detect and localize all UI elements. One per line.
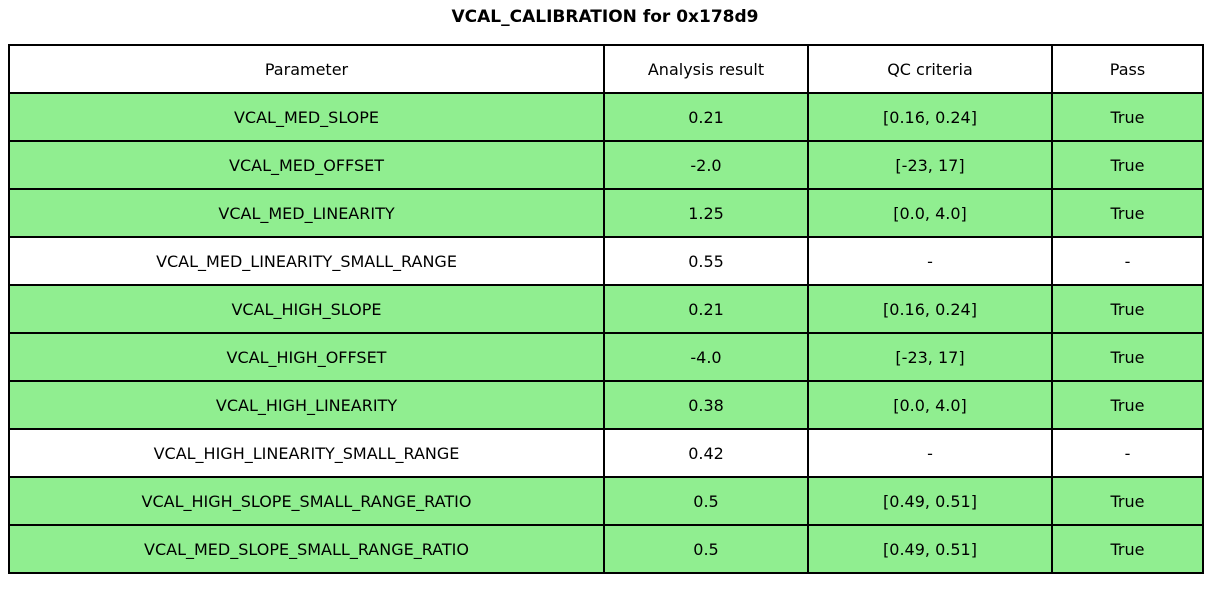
cell-parameter: VCAL_MED_OFFSET	[8, 140, 605, 190]
cell-pass: True	[1051, 332, 1204, 382]
cell-pass: True	[1051, 188, 1204, 238]
cell-qc-criteria: [0.49, 0.51]	[807, 524, 1053, 574]
table-row: VCAL_MED_SLOPE_SMALL_RANGE_RATIO 0.5 [0.49…	[8, 524, 1204, 574]
cell-qc-criteria: [-23, 17]	[807, 140, 1053, 190]
cell-parameter: VCAL_MED_SLOPE	[8, 92, 605, 142]
cell-parameter: VCAL_MED_LINEARITY_SMALL_RANGE	[8, 236, 605, 286]
cell-analysis-result: 0.21	[603, 284, 809, 334]
table-row: VCAL_HIGH_SLOPE_SMALL_RANGE_RATIO 0.5 [0.4…	[8, 476, 1204, 526]
cell-analysis-result: -2.0	[603, 140, 809, 190]
cell-qc-criteria: [-23, 17]	[807, 332, 1053, 382]
table-row: VCAL_HIGH_LINEARITY 0.38 [0.0, 4.0] True	[8, 380, 1204, 430]
column-header-qc-criteria: QC criteria	[807, 44, 1053, 94]
column-header-analysis-result: Analysis result	[603, 44, 809, 94]
cell-parameter: VCAL_HIGH_OFFSET	[8, 332, 605, 382]
table-row: VCAL_MED_OFFSET -2.0 [-23, 17] True	[8, 140, 1204, 190]
table-row: VCAL_MED_SLOPE 0.21 [0.16, 0.24] True	[8, 92, 1204, 142]
cell-analysis-result: 0.55	[603, 236, 809, 286]
cell-pass: True	[1051, 140, 1204, 190]
column-header-pass: Pass	[1051, 44, 1204, 94]
cell-pass: True	[1051, 380, 1204, 430]
cell-pass: -	[1051, 236, 1204, 286]
cell-analysis-result: 0.38	[603, 380, 809, 430]
column-header-parameter: Parameter	[8, 44, 605, 94]
cell-qc-criteria: [0.16, 0.24]	[807, 284, 1053, 334]
cell-qc-criteria: [0.49, 0.51]	[807, 476, 1053, 526]
cell-analysis-result: 0.42	[603, 428, 809, 478]
cell-analysis-result: 1.25	[603, 188, 809, 238]
cell-parameter: VCAL_HIGH_SLOPE	[8, 284, 605, 334]
cell-parameter: VCAL_MED_SLOPE_SMALL_RANGE_RATIO	[8, 524, 605, 574]
cell-pass: True	[1051, 92, 1204, 142]
qc-results-table: Parameter Analysis result QC criteria Pa…	[8, 44, 1204, 574]
table-row: VCAL_MED_LINEARITY_SMALL_RANGE 0.55- -	[8, 236, 1204, 286]
cell-parameter: VCAL_MED_LINEARITY	[8, 188, 605, 238]
cell-qc-criteria: [0.0, 4.0]	[807, 380, 1053, 430]
cell-parameter: VCAL_HIGH_LINEARITY	[8, 380, 605, 430]
page-title: VCAL_CALIBRATION for 0x178d9	[451, 7, 759, 27]
cell-pass: -	[1051, 428, 1204, 478]
cell-qc-criteria: [0.16, 0.24]	[807, 92, 1053, 142]
cell-analysis-result: 0.21	[603, 92, 809, 142]
cell-analysis-result: 0.5	[603, 476, 809, 526]
cell-qc-criteria: -	[807, 428, 1053, 478]
cell-pass: True	[1051, 524, 1204, 574]
cell-pass: True	[1051, 284, 1204, 334]
cell-parameter: VCAL_HIGH_SLOPE_SMALL_RANGE_RATIO	[8, 476, 605, 526]
cell-parameter: VCAL_HIGH_LINEARITY_SMALL_RANGE	[8, 428, 605, 478]
table-row: VCAL_HIGH_SLOPE 0.21 [0.16, 0.24] True	[8, 284, 1204, 334]
table-row: VCAL_HIGH_OFFSET -4.0 [-23, 17] True	[8, 332, 1204, 382]
header-row: Parameter Analysis result QC criteria Pa…	[8, 44, 1204, 94]
cell-pass: True	[1051, 476, 1204, 526]
cell-qc-criteria: [0.0, 4.0]	[807, 188, 1053, 238]
cell-qc-criteria: -	[807, 236, 1053, 286]
table-row: VCAL_MED_LINEARITY 1.25 [0.0, 4.0] True	[8, 188, 1204, 238]
cell-analysis-result: -4.0	[603, 332, 809, 382]
cell-analysis-result: 0.5	[603, 524, 809, 574]
table-row: VCAL_HIGH_LINEARITY_SMALL_RANGE 0.42- -	[8, 428, 1204, 478]
